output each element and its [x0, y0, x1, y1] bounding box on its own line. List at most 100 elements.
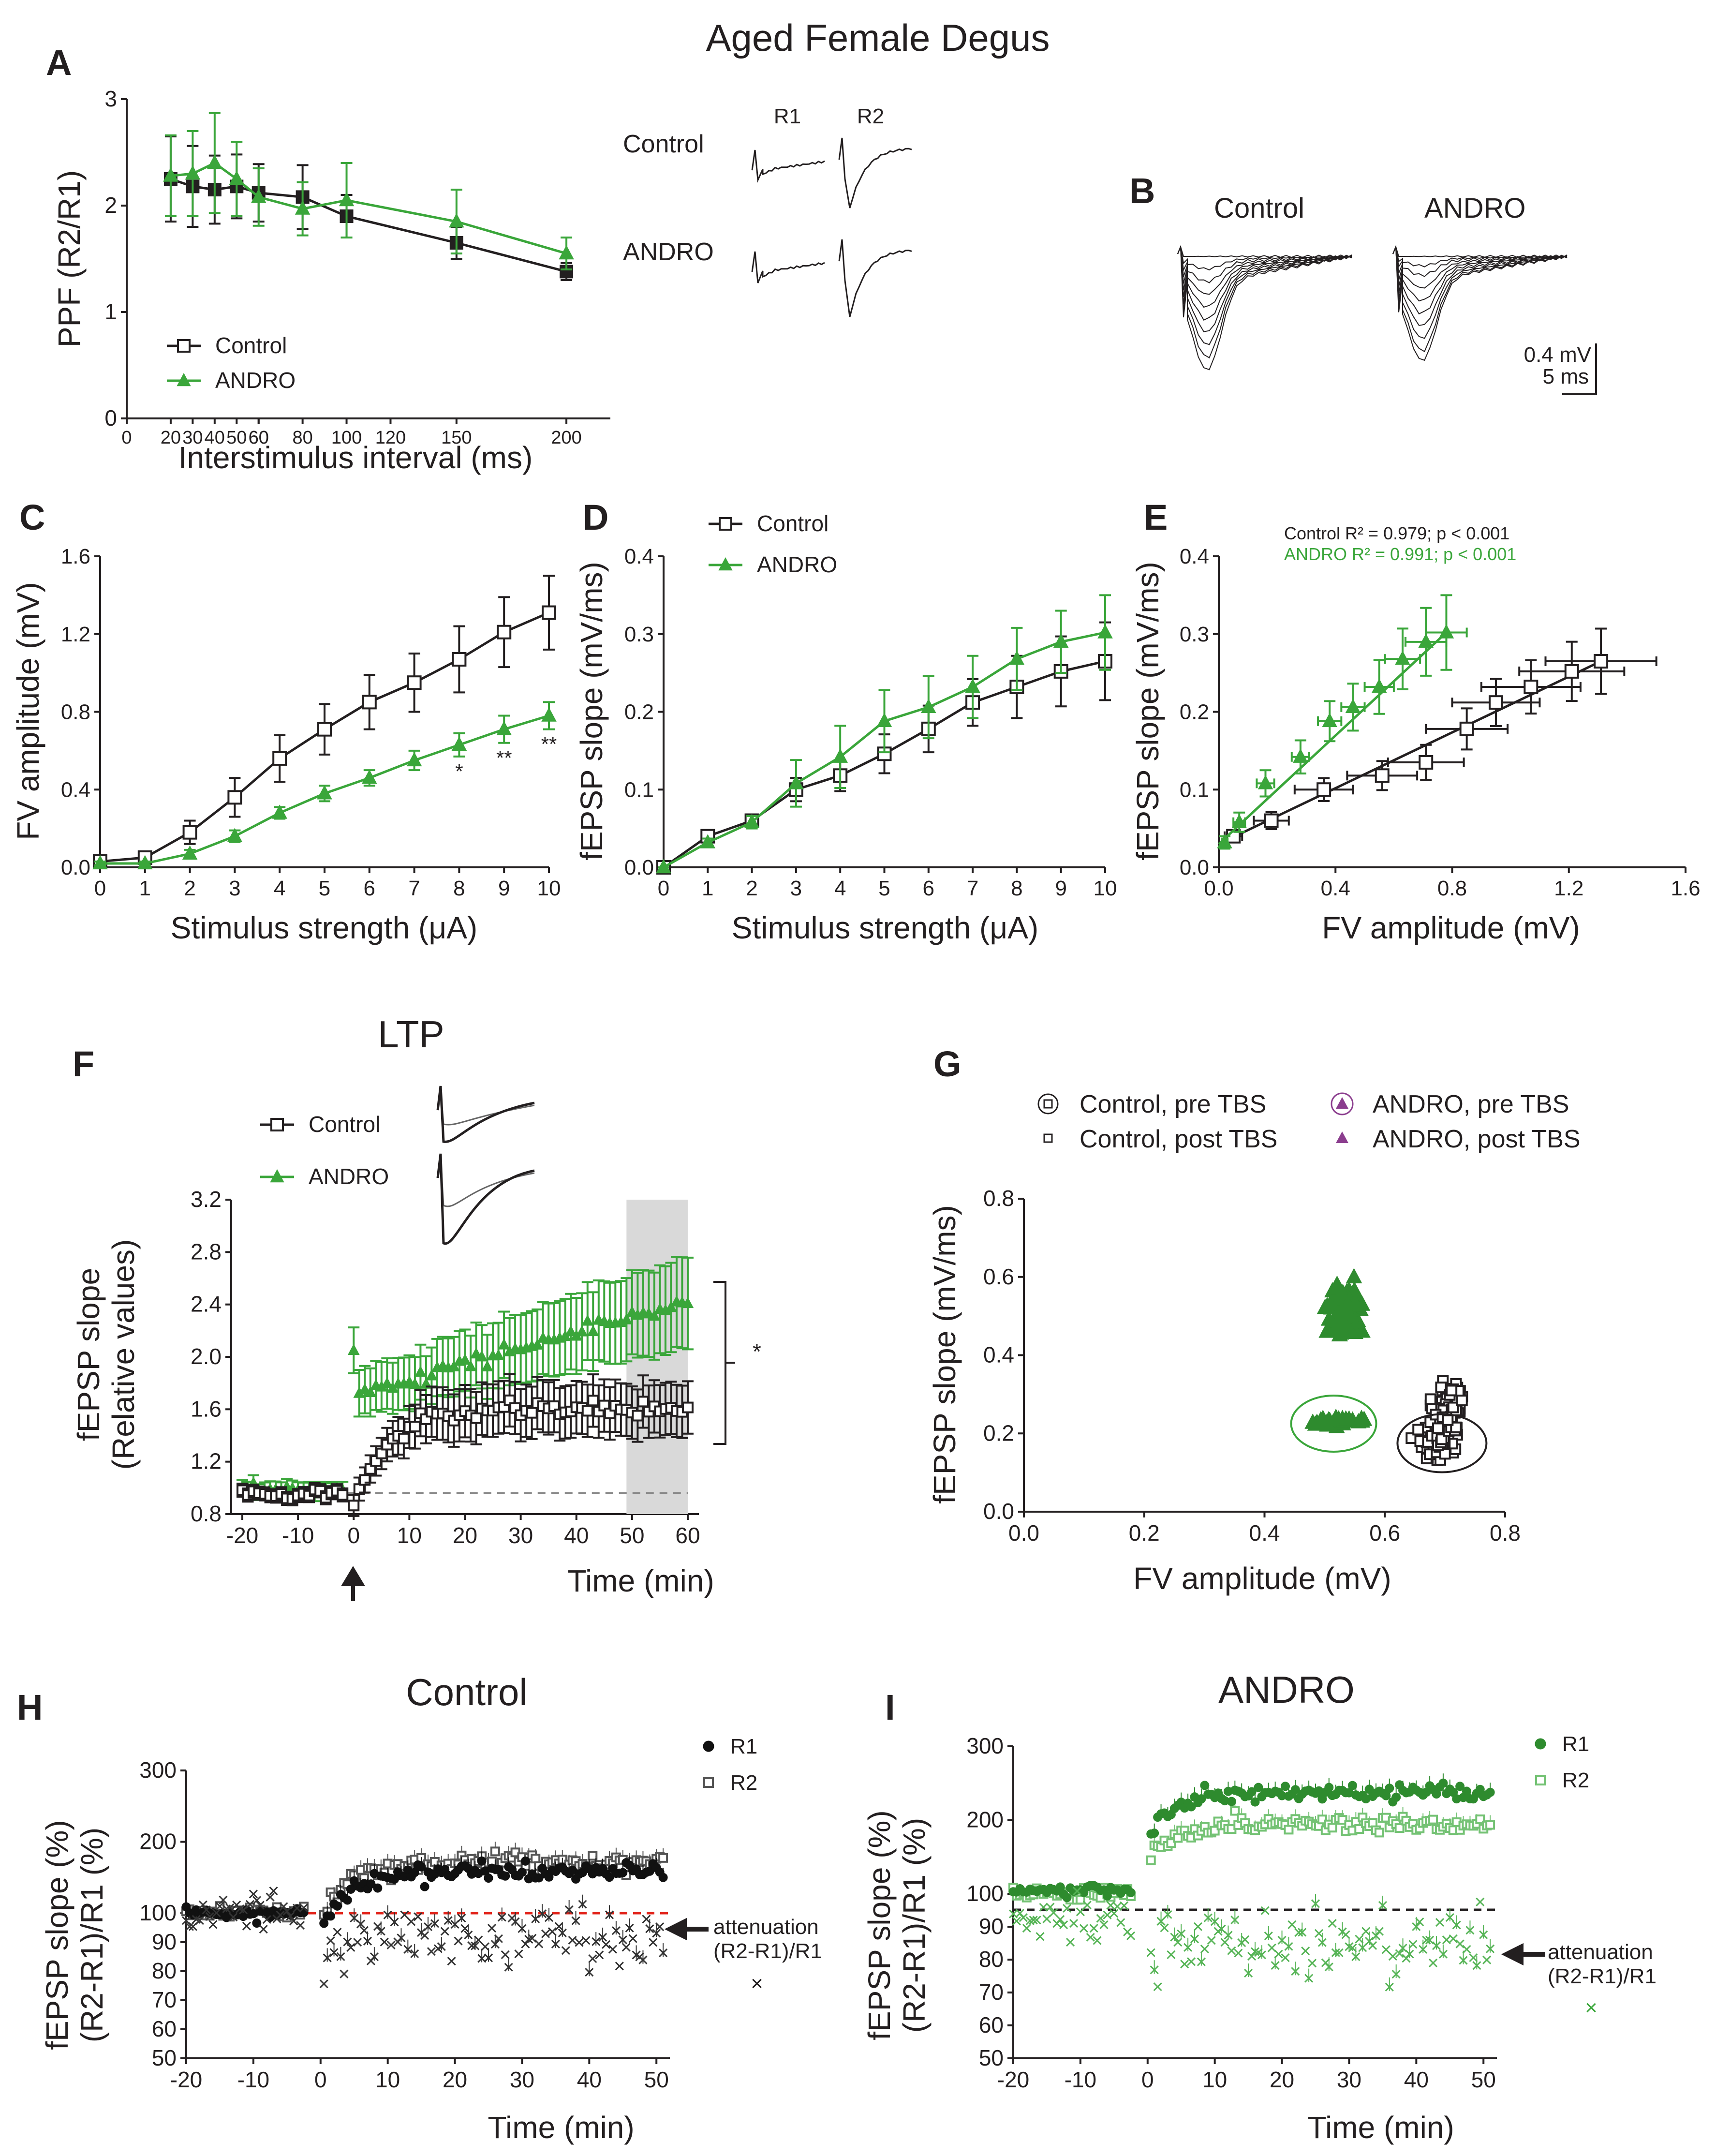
control-pre-tbs-ellipse [1396, 1413, 1488, 1473]
panel-b-andro-sweep [1392, 246, 1568, 315]
y-tick-label: 1 [104, 299, 117, 324]
data-point-r1 [517, 1867, 527, 1877]
panel-h-attenuation-label: attenuation [713, 1915, 819, 1939]
data-point-andro [559, 245, 574, 260]
data-point-attenuation [353, 1938, 362, 1947]
panel-e-series [1217, 594, 1657, 850]
data-point-attenuation [1022, 1924, 1031, 1933]
legend-r1-marker [1535, 1738, 1546, 1750]
data-point-andro [317, 785, 332, 800]
data-point-andro [1097, 624, 1113, 639]
x-tick-label: 7 [967, 877, 978, 900]
data-point-attenuation [208, 1920, 218, 1929]
data-point-r1 [1062, 1893, 1072, 1903]
data-point-andro [921, 699, 936, 714]
data-point-attenuation [259, 1925, 268, 1934]
data-point-control-post-tbs [1446, 1384, 1458, 1397]
panel-d-series: Control ANDRO [656, 511, 1113, 875]
x-tick-label: 0.2 [1129, 1520, 1160, 1546]
data-point-attenuation [1241, 1935, 1250, 1944]
data-point-attenuation [383, 1910, 392, 1919]
x-tick-label: 0.8 [1490, 1520, 1521, 1546]
data-point-attenuation [1193, 1922, 1203, 1931]
data-point-r2 [1284, 1825, 1294, 1835]
data-point-r1 [1485, 1787, 1495, 1797]
data-point-attenuation [601, 1940, 611, 1949]
data-point-andro [1438, 624, 1454, 639]
panel-b-scalebar-mv: 0.4 mV [1524, 343, 1592, 367]
data-point-attenuation [1210, 1917, 1219, 1926]
panel-i-series: R1 R2 [1008, 1732, 1589, 1992]
data-point-r1 [373, 1883, 383, 1893]
data-point-attenuation [454, 1936, 463, 1946]
data-point-andro-pre-tbs [1313, 1411, 1329, 1427]
x-tick-label: 5 [878, 877, 890, 900]
panel-h-title: Control [406, 1671, 527, 1713]
x-axis-label: Stimulus strength (μA) [732, 910, 1038, 945]
data-point-attenuation [528, 1933, 537, 1943]
data-point-attenuation [1063, 1903, 1072, 1913]
data-point-r1 [1324, 1783, 1334, 1792]
data-point-r1 [333, 1901, 342, 1911]
data-point-andro [185, 165, 201, 180]
x-axis-label: Time (min) [567, 1563, 714, 1598]
data-point-attenuation [212, 1908, 221, 1918]
x-tick-label: 1 [139, 877, 151, 900]
significance-marker: * [455, 760, 463, 783]
y-tick-label: 2.0 [191, 1344, 222, 1369]
data-point-attenuation [1029, 1916, 1038, 1925]
data-point-control [272, 751, 287, 766]
data-point-attenuation [1351, 1952, 1361, 1962]
data-point-attenuation [1311, 1899, 1320, 1908]
y-tick-label: 90 [979, 1914, 1004, 1939]
data-point-andro [406, 752, 422, 767]
data-point-andro [564, 1325, 577, 1337]
data-point-r2 [1327, 1823, 1337, 1833]
data-point-control [409, 1421, 421, 1433]
data-point-attenuation [471, 1941, 480, 1950]
data-point-attenuation [1452, 1920, 1461, 1930]
data-point-attenuation [343, 1937, 352, 1947]
x-tick-label: 20 [453, 1523, 477, 1548]
data-point-attenuation [346, 1943, 355, 1952]
legend-r1-label: R1 [1562, 1732, 1589, 1756]
y-tick-label: 2 [104, 193, 117, 218]
y-tick-label: 0.0 [61, 856, 90, 879]
data-point-attenuation [592, 1937, 601, 1946]
legend-triangle-icon [1336, 1097, 1348, 1109]
data-point-attenuation [1173, 1938, 1183, 1947]
data-point-andro [656, 859, 671, 874]
y-tick-label: 0 [104, 405, 117, 431]
data-point-attenuation [1449, 1934, 1458, 1943]
data-point-attenuation [440, 1927, 449, 1936]
panel-label-h: H [17, 1687, 43, 1727]
data-point-andro [581, 1314, 594, 1326]
data-point-attenuation [1109, 1909, 1119, 1918]
legend-r2-marker [1535, 1775, 1546, 1785]
legend-circle-icon [1331, 1092, 1354, 1115]
data-point-control-post-tbs [1447, 1401, 1459, 1413]
data-point-andro [876, 713, 892, 727]
x-tick-label: 0 [658, 877, 669, 900]
data-point-attenuation [1126, 1931, 1136, 1940]
data-point-andro [648, 1309, 661, 1321]
x-tick-label: 40 [577, 2067, 602, 2092]
panel-h-attenuation-marker: × [751, 1972, 763, 1995]
data-point-r1 [477, 1856, 487, 1866]
data-point-attenuation [645, 1924, 654, 1933]
data-point-attenuation [444, 1916, 453, 1925]
legend-square-icon [1043, 1099, 1053, 1109]
legend-control-post: Control, post TBS [1080, 1125, 1277, 1153]
data-point-attenuation [1442, 1935, 1451, 1945]
data-point-attenuation [1156, 1917, 1166, 1926]
data-point-attenuation [1385, 1982, 1394, 1992]
x-tick-label: 10 [397, 1523, 422, 1548]
data-point-attenuation [1294, 1928, 1303, 1937]
data-point-control [1459, 721, 1474, 736]
data-point-attenuation [323, 1953, 332, 1963]
panel-b-control-sweep [1177, 245, 1352, 271]
panel-b-andro-sweep [1392, 246, 1568, 339]
data-point-attenuation [380, 1937, 389, 1947]
data-point-control [497, 624, 512, 639]
